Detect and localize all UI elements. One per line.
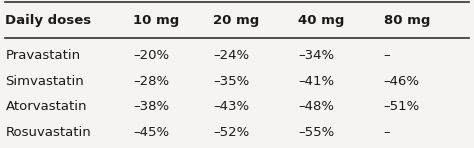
Text: 40 mg: 40 mg xyxy=(299,14,345,27)
Text: Rosuvastatin: Rosuvastatin xyxy=(5,126,91,139)
Text: –43%: –43% xyxy=(213,100,249,114)
Text: –34%: –34% xyxy=(299,49,335,62)
Text: Atorvastatin: Atorvastatin xyxy=(5,100,87,114)
Text: –45%: –45% xyxy=(133,126,169,139)
Text: –: – xyxy=(383,126,390,139)
Text: –38%: –38% xyxy=(133,100,169,114)
Text: –24%: –24% xyxy=(213,49,249,62)
Text: –: – xyxy=(383,49,390,62)
Text: 20 mg: 20 mg xyxy=(213,14,260,27)
Text: –41%: –41% xyxy=(299,75,335,88)
Text: –35%: –35% xyxy=(213,75,250,88)
Text: –52%: –52% xyxy=(213,126,250,139)
Text: –20%: –20% xyxy=(133,49,169,62)
Text: –55%: –55% xyxy=(299,126,335,139)
Text: Daily doses: Daily doses xyxy=(5,14,91,27)
Text: –51%: –51% xyxy=(383,100,420,114)
Text: Pravastatin: Pravastatin xyxy=(5,49,81,62)
Text: 80 mg: 80 mg xyxy=(383,14,430,27)
Text: –46%: –46% xyxy=(383,75,419,88)
Text: Simvastatin: Simvastatin xyxy=(5,75,84,88)
Text: –28%: –28% xyxy=(133,75,169,88)
Text: –48%: –48% xyxy=(299,100,335,114)
Text: 10 mg: 10 mg xyxy=(133,14,179,27)
